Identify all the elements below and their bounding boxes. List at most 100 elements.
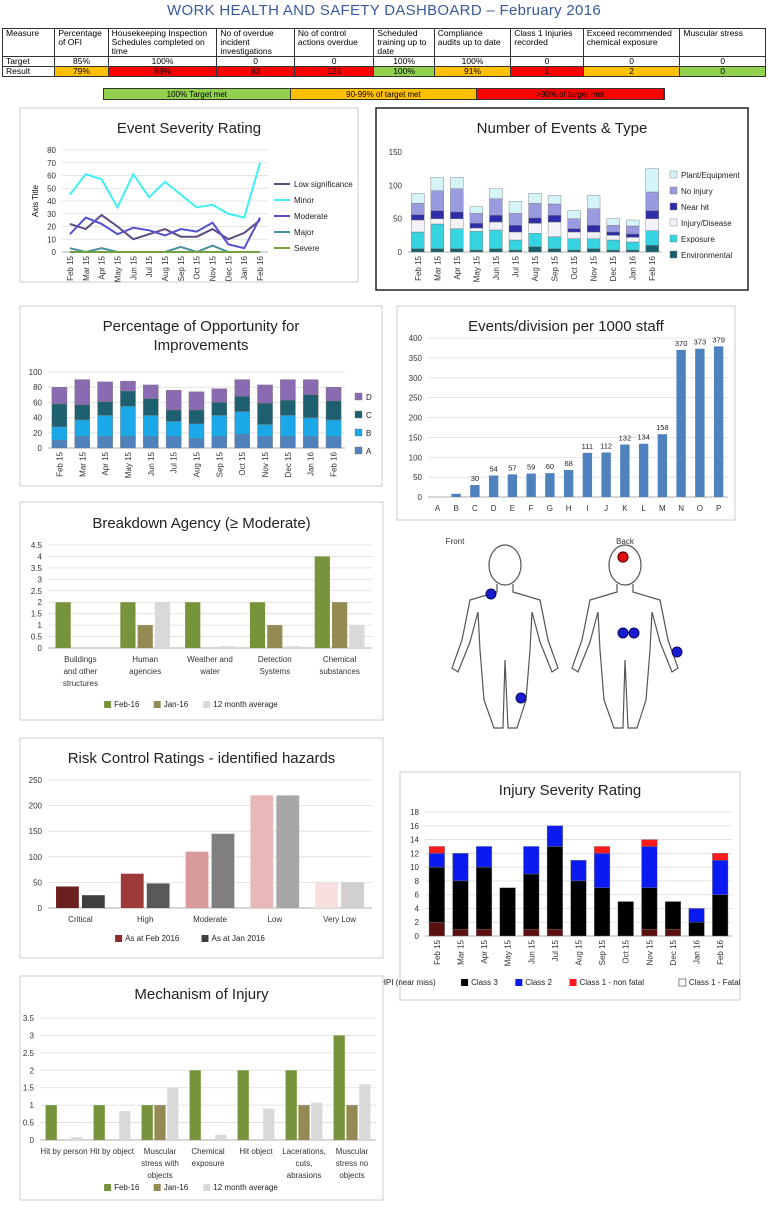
- bar-segment: [664, 928, 681, 937]
- bar: [146, 883, 170, 908]
- bar-segment: [546, 825, 563, 847]
- data-label: 30: [471, 474, 479, 483]
- bar: [81, 895, 105, 908]
- bar: [526, 473, 536, 497]
- bar-segment: [688, 922, 705, 937]
- y-tick-label: 100: [389, 181, 403, 190]
- bar: [333, 1035, 345, 1140]
- bar-segment: [489, 215, 503, 223]
- legend-label: Exposure: [681, 235, 715, 244]
- x-tick-label: Dec 15: [224, 255, 233, 281]
- bar-segment: [234, 411, 250, 435]
- bar-segment: [430, 223, 444, 249]
- bar-segment: [523, 873, 540, 930]
- legend-label: D: [366, 393, 372, 402]
- bar-segment: [626, 241, 640, 251]
- x-tick-label: Nov 15: [645, 939, 654, 965]
- x-tick-label: J: [604, 504, 608, 513]
- x-tick-label: Feb 15: [433, 939, 442, 964]
- bar-segment: [234, 434, 250, 449]
- bar-segment: [528, 193, 542, 204]
- bar-segment: [450, 188, 464, 213]
- bar-segment: [469, 223, 484, 229]
- x-tick-label: M: [659, 504, 666, 513]
- y-tick-label: 50: [393, 215, 402, 224]
- bar: [451, 493, 461, 497]
- bar-segment: [645, 191, 659, 211]
- legend-label: HPI (near miss): [380, 978, 436, 987]
- bar: [263, 1108, 275, 1140]
- data-label: 112: [600, 441, 612, 450]
- bar-segment: [469, 249, 484, 253]
- bar-segment: [586, 225, 601, 233]
- legend-label: Class 2: [525, 978, 552, 987]
- bar-segment: [165, 390, 182, 411]
- bar-segment: [606, 225, 620, 233]
- bar-segment: [302, 436, 319, 449]
- y-tick-label: 0: [38, 644, 43, 653]
- bar-segment: [188, 423, 205, 440]
- bar-segment: [508, 239, 523, 251]
- bar-segment: [469, 206, 484, 214]
- x-tick-label: May 15: [472, 255, 481, 282]
- x-tick-label: Jun 15: [129, 255, 138, 280]
- bar-segment: [51, 403, 68, 427]
- bar-segment: [143, 415, 159, 437]
- y-tick-label: 18: [410, 808, 419, 817]
- header-cell: Exceed recommended chemical exposure: [582, 28, 681, 57]
- legend-swatch: [669, 234, 678, 243]
- bar-segment: [51, 426, 68, 441]
- bar-segment: [411, 219, 425, 233]
- chart-title: Percentage of Opportunity for Improvement…: [103, 318, 300, 354]
- bar: [119, 1111, 131, 1140]
- y-tick-label: 3: [30, 1031, 35, 1040]
- x-tick-label: Mar 15: [82, 255, 91, 280]
- x-tick-label: Feb 16: [716, 939, 725, 964]
- bar-segment: [188, 391, 205, 411]
- bar: [657, 434, 668, 497]
- bar: [189, 1070, 201, 1140]
- x-tick-label: Feb 15: [414, 255, 423, 280]
- body-diagram: Front Back: [446, 537, 683, 729]
- x-tick-label: Aug 15: [193, 451, 202, 477]
- legend-swatch: [203, 1184, 211, 1191]
- y-tick-label: 150: [389, 148, 403, 157]
- table-row: Target 85% 100% 0 0 100% 100% 0 0 0: [1, 56, 766, 67]
- y-tick-label: 4: [38, 552, 43, 561]
- bar-segment: [626, 237, 640, 243]
- bar: [167, 1087, 179, 1140]
- bar-segment: [645, 245, 659, 253]
- bar-segment: [211, 388, 228, 403]
- x-tick-label: Buildings and other structures: [63, 655, 98, 688]
- x-tick-label: F: [529, 504, 534, 513]
- x-tick-label: Weather and water: [187, 655, 233, 676]
- bar-segment: [712, 894, 729, 937]
- legend-label: Plant/Equipment: [681, 171, 740, 180]
- y-tick-label: 2.5: [23, 1049, 35, 1058]
- bar-segment: [411, 214, 425, 221]
- x-tick-label: Apr 15: [98, 255, 107, 279]
- legend-label: No injury: [681, 187, 713, 196]
- legend-label: Feb-16: [114, 1183, 140, 1192]
- bar-segment: [428, 853, 445, 868]
- x-tick-label: Jun 15: [527, 939, 536, 964]
- bar-segment: [143, 398, 159, 416]
- bar-segment: [430, 218, 444, 225]
- y-tick-label: 400: [409, 334, 423, 343]
- x-tick-label: Jul 15: [551, 939, 560, 961]
- data-label: 57: [508, 463, 516, 472]
- bar: [141, 1105, 153, 1140]
- bar-segment: [617, 901, 634, 937]
- x-tick-label: Dec 15: [669, 939, 678, 965]
- x-tick-label: E: [510, 504, 515, 513]
- legend-item: 100% Target met: [104, 89, 291, 99]
- x-tick-label: Detection Systems: [258, 655, 292, 676]
- bar-segment: [626, 233, 640, 238]
- bar: [315, 882, 339, 908]
- bar-segment: [489, 198, 503, 216]
- bar-segment: [302, 417, 319, 437]
- y-tick-label: 10: [410, 863, 419, 872]
- x-tick-label: Nov 15: [261, 451, 270, 477]
- bar-segment: [586, 248, 601, 253]
